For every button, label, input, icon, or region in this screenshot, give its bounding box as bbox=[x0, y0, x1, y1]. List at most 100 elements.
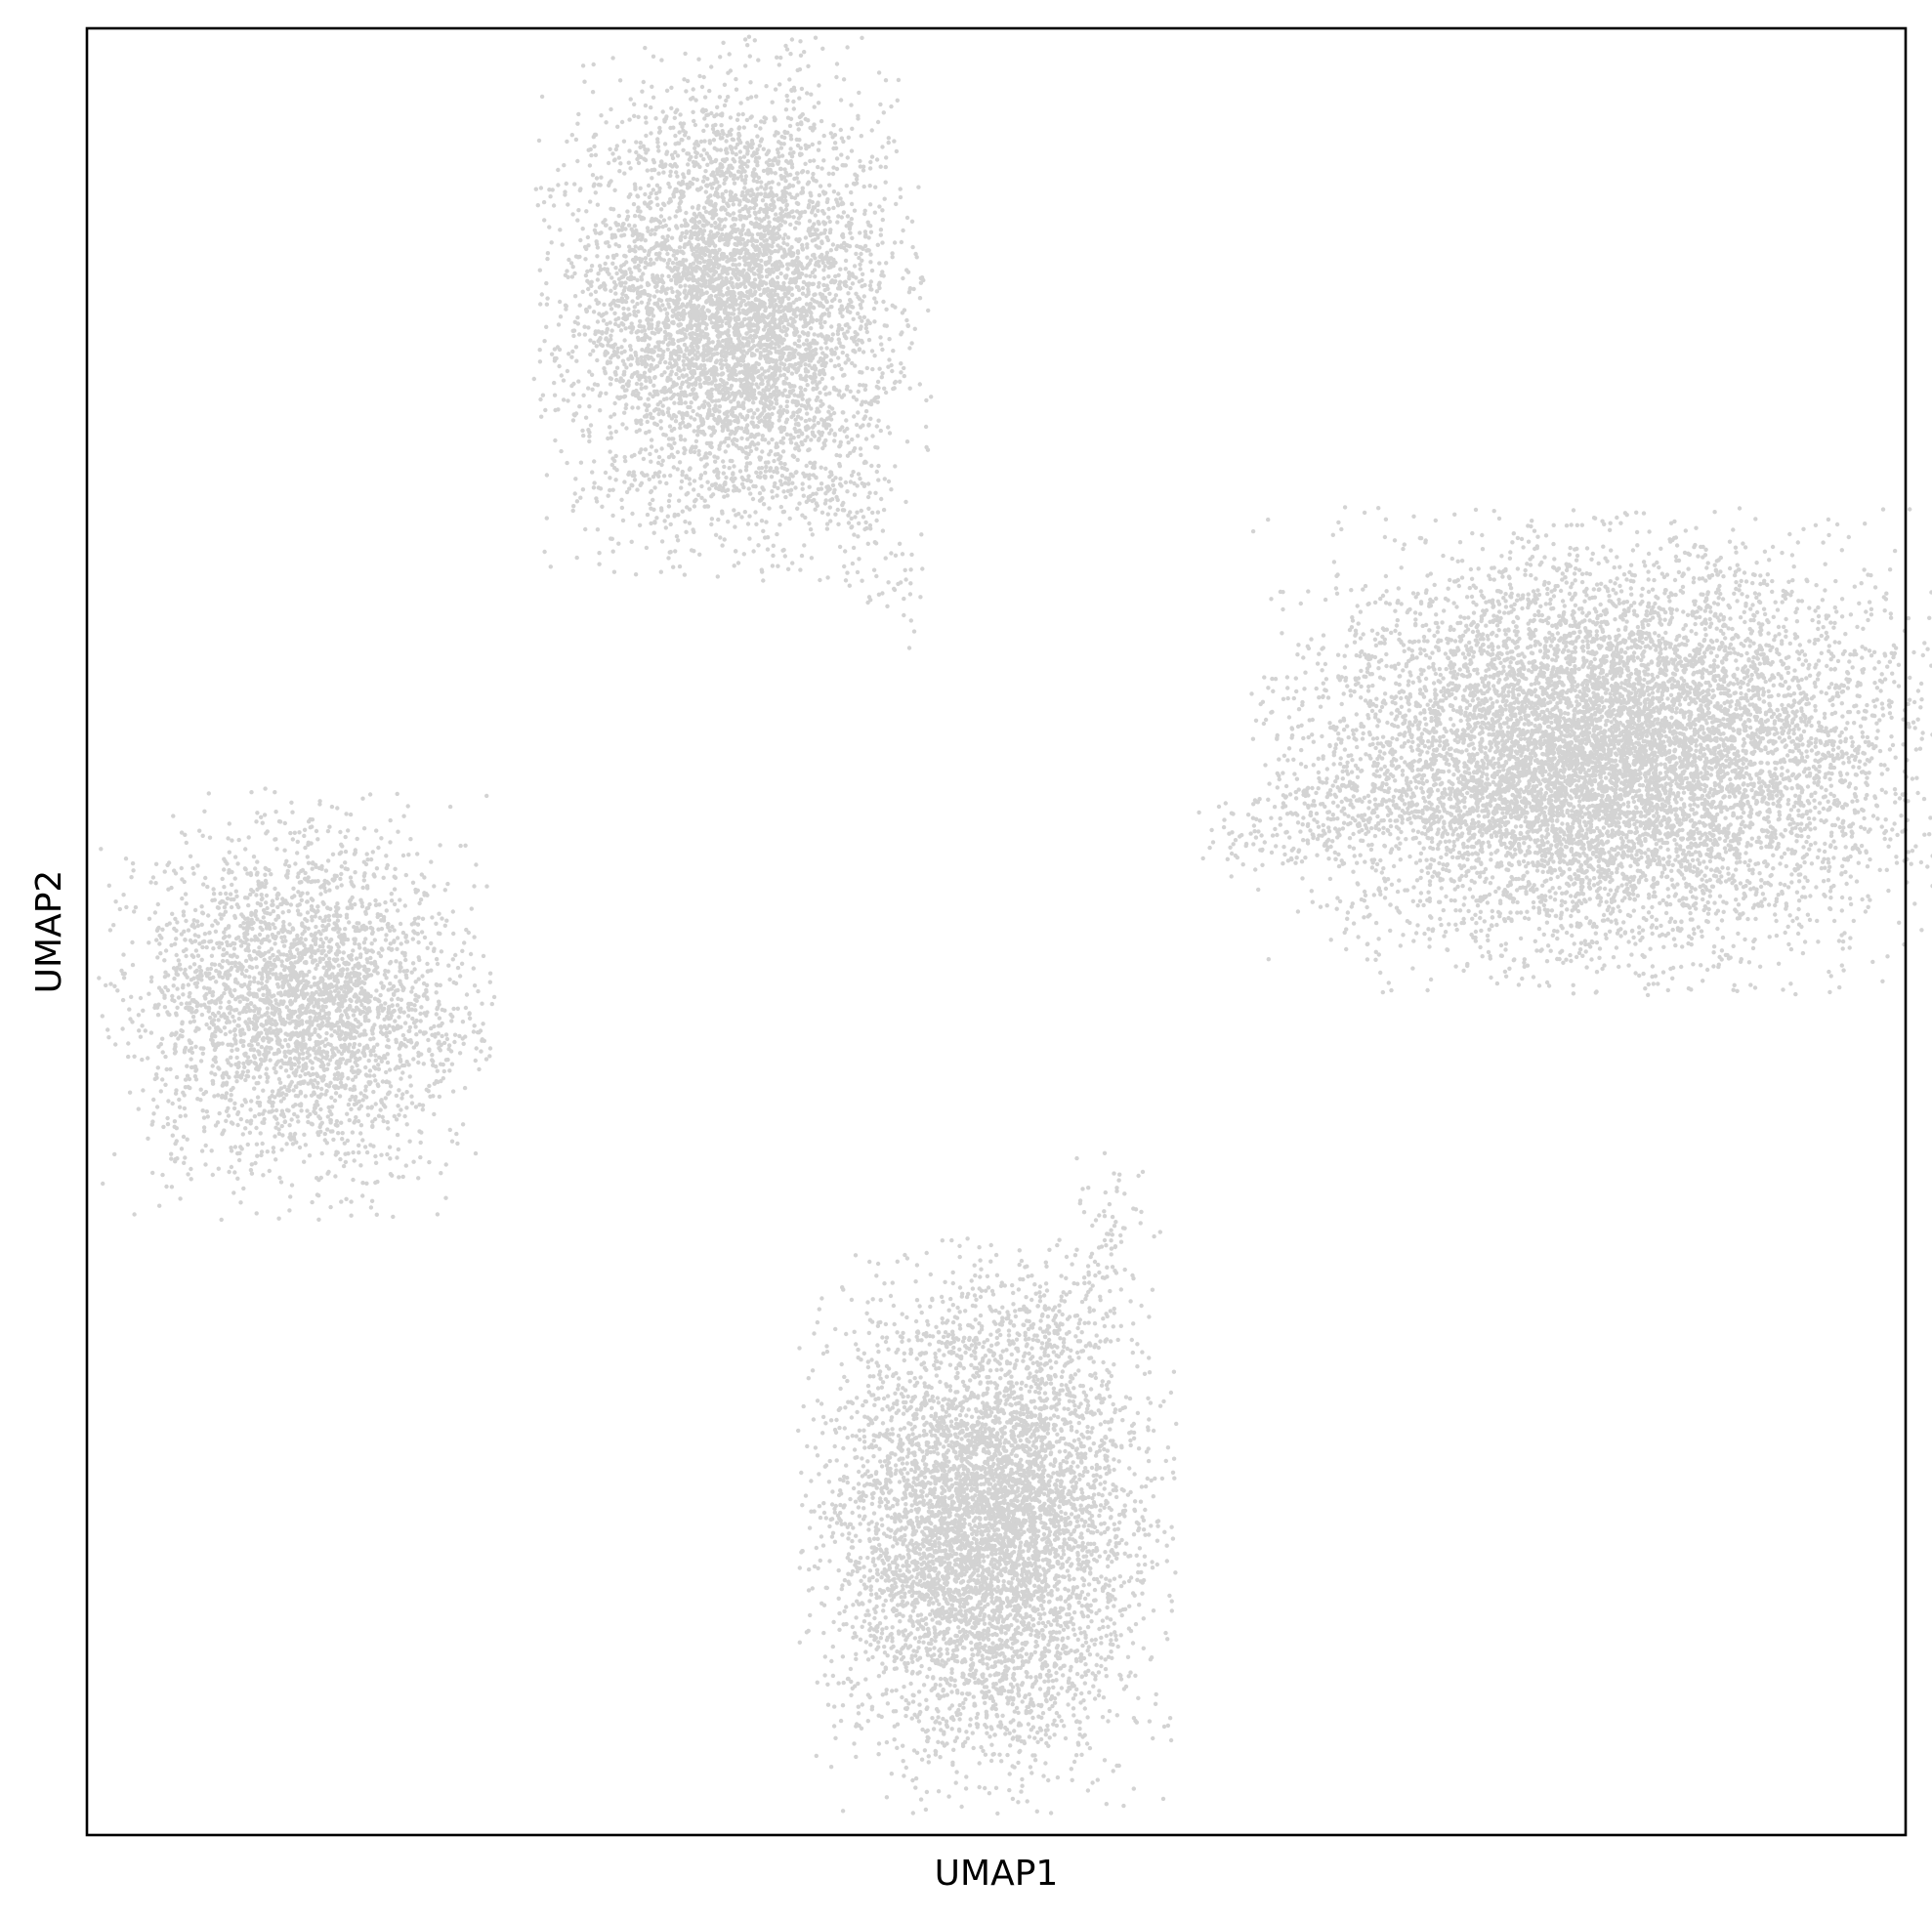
scatter-point bbox=[858, 262, 862, 267]
scatter-point bbox=[929, 395, 934, 399]
scatter-point bbox=[898, 187, 903, 191]
scatter-point bbox=[827, 404, 832, 409]
scatter-point bbox=[779, 474, 785, 479]
scatter-point bbox=[570, 265, 575, 270]
scatter-point bbox=[886, 140, 891, 146]
scatter-point bbox=[660, 458, 665, 463]
scatter-point bbox=[765, 168, 770, 173]
scatter-point bbox=[902, 308, 907, 313]
scatter-point bbox=[785, 242, 790, 247]
scatter-point bbox=[805, 383, 810, 388]
scatter-point bbox=[693, 277, 697, 282]
scatter-point bbox=[777, 324, 781, 329]
scatter-point bbox=[595, 245, 601, 250]
scatter-point bbox=[649, 257, 653, 262]
scatter-point bbox=[597, 562, 602, 566]
scatter-point bbox=[625, 214, 631, 219]
scatter-point bbox=[873, 490, 878, 495]
scatter-point bbox=[718, 164, 723, 170]
scatter-point bbox=[872, 210, 877, 215]
scatter-point bbox=[597, 394, 603, 398]
scatter-point bbox=[703, 380, 709, 385]
scatter-point bbox=[788, 472, 793, 477]
scatter-point bbox=[739, 515, 744, 520]
scatter-point bbox=[716, 517, 721, 522]
scatter-point bbox=[863, 437, 869, 441]
scatter-point bbox=[777, 296, 781, 301]
scatter-point bbox=[707, 243, 712, 248]
scatter-point bbox=[894, 148, 900, 154]
scatter-point bbox=[763, 469, 769, 474]
scatter-point bbox=[805, 332, 811, 338]
scatter-point bbox=[785, 98, 790, 104]
scatter-point bbox=[577, 303, 582, 308]
scatter-point bbox=[660, 409, 665, 414]
scatter-point bbox=[609, 376, 614, 382]
scatter-point bbox=[679, 479, 685, 484]
scatter-point bbox=[772, 305, 777, 310]
scatter-point bbox=[715, 187, 720, 191]
scatter-point bbox=[879, 375, 884, 380]
scatter-point bbox=[676, 375, 682, 381]
scatter-point bbox=[626, 194, 631, 199]
scatter-point bbox=[709, 517, 715, 522]
scatter-point bbox=[724, 139, 729, 144]
scatter-point bbox=[825, 260, 830, 265]
scatter-point bbox=[758, 126, 763, 131]
scatter-point bbox=[797, 501, 802, 506]
scatter-point bbox=[552, 393, 558, 397]
scatter-point bbox=[861, 423, 865, 428]
scatter-point bbox=[580, 227, 585, 231]
scatter-point bbox=[691, 392, 695, 397]
scatter-point bbox=[828, 428, 834, 433]
scatter-point bbox=[702, 139, 707, 144]
scatter-point bbox=[687, 239, 692, 245]
scatter-point bbox=[623, 326, 628, 331]
scatter-point bbox=[558, 314, 564, 319]
scatter-point bbox=[554, 355, 559, 361]
scatter-point bbox=[610, 513, 615, 519]
scatter-point bbox=[610, 549, 615, 554]
scatter-point bbox=[738, 241, 743, 246]
scatter-point bbox=[843, 258, 849, 264]
scatter-point bbox=[652, 331, 657, 336]
scatter-point bbox=[677, 498, 682, 503]
scatter-point bbox=[643, 385, 648, 390]
scatter-point bbox=[707, 486, 712, 491]
scatter-point bbox=[582, 332, 588, 337]
scatter-point bbox=[687, 477, 692, 481]
scatter-point bbox=[632, 213, 638, 219]
scatter-point bbox=[638, 396, 644, 401]
scatter-point bbox=[640, 361, 645, 366]
scatter-point bbox=[844, 435, 850, 439]
scatter-point bbox=[663, 317, 669, 322]
scatter-point bbox=[629, 321, 634, 326]
scatter-point bbox=[608, 226, 612, 231]
scatter-point bbox=[580, 487, 586, 492]
scatter-point bbox=[684, 89, 689, 94]
scatter-point bbox=[645, 317, 650, 322]
scatter-point bbox=[868, 230, 874, 234]
scatter-point bbox=[791, 150, 796, 155]
scatter-point bbox=[717, 95, 723, 100]
scatter-point bbox=[672, 512, 677, 518]
scatter-point bbox=[755, 407, 760, 412]
scatter-point bbox=[603, 287, 608, 292]
scatter-point bbox=[575, 158, 580, 164]
scatter-point bbox=[711, 265, 717, 270]
scatter-point bbox=[623, 405, 628, 411]
scatter-point bbox=[770, 563, 776, 568]
scatter-point bbox=[788, 222, 793, 228]
scatter-point bbox=[782, 251, 787, 256]
scatter-point bbox=[747, 213, 752, 219]
scatter-point bbox=[676, 271, 682, 276]
scatter-point bbox=[581, 393, 586, 397]
scatter-point bbox=[658, 348, 663, 353]
scatter-point bbox=[613, 303, 618, 308]
scatter-point bbox=[700, 236, 706, 241]
scatter-point bbox=[553, 407, 558, 413]
scatter-point bbox=[771, 162, 776, 168]
scatter-point bbox=[851, 316, 856, 321]
scatter-point bbox=[803, 418, 809, 424]
